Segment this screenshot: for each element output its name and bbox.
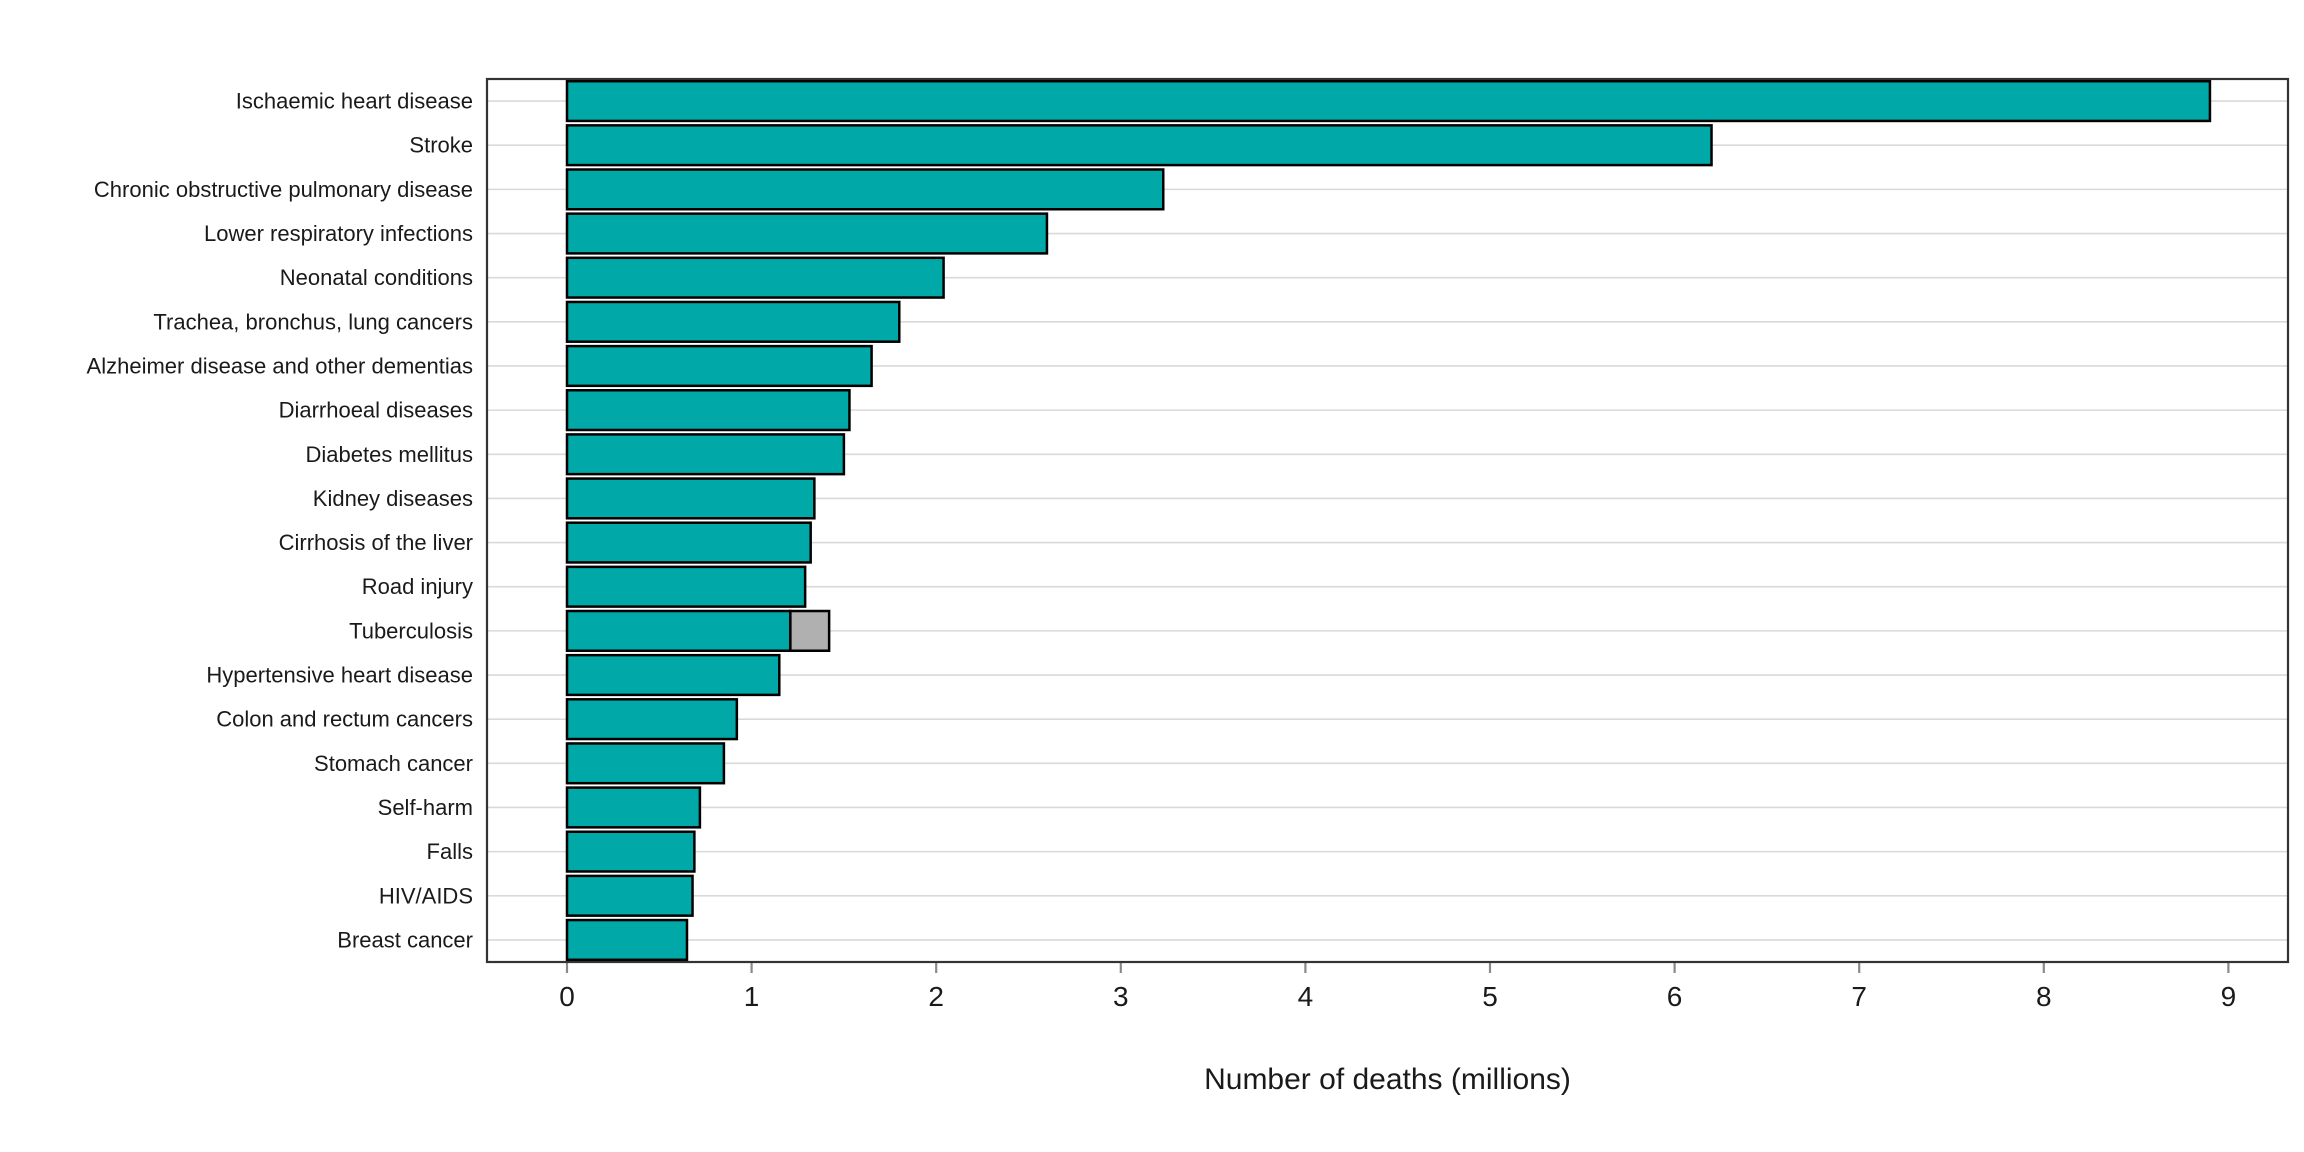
bar bbox=[565, 389, 851, 432]
x-tick-label: 9 bbox=[2221, 981, 2237, 1012]
bar bbox=[565, 433, 846, 476]
category-label: HIV/AIDS bbox=[379, 883, 473, 908]
panel-border bbox=[485, 77, 2290, 964]
bar bbox=[565, 124, 1713, 167]
category-label: Ischaemic heart disease bbox=[236, 89, 473, 114]
category-label: Stomach cancer bbox=[314, 751, 473, 776]
category-label: Road injury bbox=[362, 574, 473, 599]
category-label: Lower respiratory infections bbox=[204, 221, 473, 246]
bar bbox=[565, 786, 702, 829]
category-label: Trachea, bronchus, lung cancers bbox=[153, 309, 473, 334]
x-tick-label: 1 bbox=[744, 981, 760, 1012]
category-label: Diabetes mellitus bbox=[305, 442, 473, 467]
category-label: Stroke bbox=[409, 133, 473, 158]
bar bbox=[565, 168, 1165, 211]
bar bbox=[565, 344, 873, 388]
bar bbox=[565, 300, 901, 343]
x-axis-title: Number of deaths (millions) bbox=[1204, 1063, 1571, 1096]
bar bbox=[565, 918, 689, 962]
category-label: Alzheimer disease and other dementias bbox=[87, 353, 473, 378]
category-label: Kidney diseases bbox=[313, 486, 473, 511]
bar bbox=[565, 79, 2212, 123]
bar bbox=[565, 830, 696, 873]
bar bbox=[565, 212, 1049, 255]
x-tick-label: 7 bbox=[1851, 981, 1867, 1012]
panel-background bbox=[487, 79, 2288, 962]
x-tick-label: 5 bbox=[1482, 981, 1498, 1012]
bar bbox=[565, 521, 812, 564]
x-tick-label: 4 bbox=[1298, 981, 1314, 1012]
bar bbox=[565, 565, 807, 608]
bar bbox=[565, 874, 694, 917]
category-label: Falls bbox=[427, 839, 473, 864]
category-label: Tuberculosis bbox=[349, 618, 473, 643]
x-tick-label: 3 bbox=[1113, 981, 1129, 1012]
x-tick-label: 6 bbox=[1667, 981, 1683, 1012]
bar-extra-segment bbox=[789, 609, 831, 652]
x-tick-label: 2 bbox=[928, 981, 944, 1012]
category-label: Neonatal conditions bbox=[280, 265, 473, 290]
category-label: Chronic obstructive pulmonary disease bbox=[94, 177, 473, 202]
category-label: Cirrhosis of the liver bbox=[279, 530, 473, 555]
category-label: Colon and rectum cancers bbox=[216, 707, 473, 732]
bar bbox=[565, 742, 726, 785]
category-label: Hypertensive heart disease bbox=[206, 663, 473, 688]
x-tick-label: 0 bbox=[559, 981, 575, 1012]
bar bbox=[565, 477, 816, 520]
x-tick-label: 8 bbox=[2036, 981, 2052, 1012]
bar bbox=[565, 609, 792, 652]
category-label: Diarrhoeal diseases bbox=[279, 398, 473, 423]
bar bbox=[565, 256, 945, 299]
bar bbox=[565, 698, 739, 741]
category-label: Self-harm bbox=[378, 795, 473, 820]
category-label: Breast cancer bbox=[337, 927, 473, 952]
bar bbox=[565, 653, 781, 697]
